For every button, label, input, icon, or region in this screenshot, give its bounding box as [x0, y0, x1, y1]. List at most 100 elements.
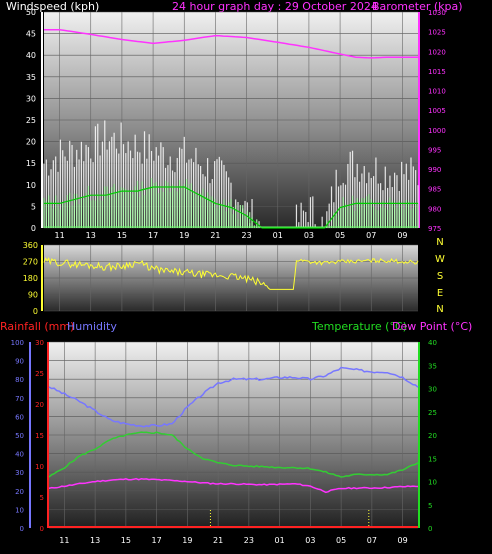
- wind-tick-label: 25: [26, 116, 36, 125]
- baro-tick-label: 975: [428, 225, 441, 233]
- temperature-tick-label: 10: [428, 479, 437, 487]
- temperature-tick-label: 40: [428, 339, 437, 347]
- humidity-tick-label: 50: [15, 432, 24, 440]
- wind-direction-line: [43, 257, 419, 290]
- baro-tick-label: 980: [428, 205, 441, 213]
- baro-tick-label: 1005: [428, 107, 446, 115]
- rainfall-tick-label: 30: [35, 339, 44, 347]
- temp-x-tick-label: 23: [244, 536, 254, 545]
- graph-title: 24 hour graph day : 29 October 2024: [172, 0, 378, 13]
- humidity-tick-label: 100: [11, 339, 24, 347]
- wind-x-tick-label: 19: [179, 231, 189, 240]
- direction-series: [43, 257, 419, 290]
- temp-x-tick-label: 19: [182, 536, 192, 545]
- baro-tick-label: 990: [428, 166, 441, 174]
- barometer-axis-label: Barometer (kpa): [372, 0, 463, 13]
- baro-tick-label: 985: [428, 186, 441, 194]
- wind-x-tick-label: 17: [148, 231, 158, 240]
- temp-x-tick-label: 21: [213, 536, 223, 545]
- wind-x-tick-label: 09: [397, 231, 407, 240]
- wind-tick-label: 40: [26, 51, 36, 60]
- baro-right-ticks: 975 980 985 990 995 1000 1005 1010 1015 1020 1025 1…: [428, 9, 446, 233]
- humidity-tick-label: 0: [20, 525, 24, 533]
- temp-x-tick-label: 17: [152, 536, 162, 545]
- temp-x-tick-label: 15: [121, 536, 131, 545]
- wind-tick-label: 35: [26, 73, 36, 82]
- dewpoint-line: [48, 477, 419, 494]
- temperature-tick-label: 25: [428, 409, 437, 417]
- wind-x-tick-label: 13: [86, 231, 96, 240]
- humidity-ticks: 0 10 20 30 40 50 60 70 80 90 100: [11, 339, 24, 533]
- wind-tick-label: 30: [26, 94, 36, 103]
- temperature-tick-label: 30: [428, 386, 437, 394]
- baro-tick-label: 1030: [428, 9, 446, 17]
- dewpoint-axis-label: Dew Point (°C): [392, 320, 472, 333]
- humidity-tick-label: 40: [15, 451, 24, 459]
- wind-tick-label: 50: [26, 8, 36, 17]
- direction-tick-label: 0: [33, 307, 38, 316]
- direction-tick-label: 360: [23, 241, 38, 250]
- compass-tick-label: W: [435, 254, 445, 265]
- windspeed-axis-label: Windspeed (kph): [6, 0, 99, 13]
- temp-x-tick-label: 11: [59, 536, 69, 545]
- wind-x-tick-label: 03: [304, 231, 314, 240]
- humidity-tick-label: 20: [15, 488, 24, 496]
- compass-tick-label: N: [436, 237, 443, 248]
- baro-tick-label: 1000: [428, 127, 446, 135]
- wind-x-tick-label: 15: [117, 231, 127, 240]
- direction-tick-label: 90: [28, 291, 38, 300]
- avg-wind-line: [44, 186, 418, 229]
- wind-x-tick-label: 21: [210, 231, 220, 240]
- humidity-tick-label: 10: [15, 506, 24, 514]
- temp-x-tick-label: 05: [336, 536, 346, 545]
- wind-tick-label: 10: [26, 181, 36, 190]
- compass-tick-label: S: [437, 271, 443, 282]
- temp-x-tick-label: 01: [275, 536, 285, 545]
- temperature-tick-label: 5: [428, 502, 432, 510]
- temp-grid: [49, 341, 418, 529]
- humidity-line: [48, 366, 419, 428]
- baro-tick-label: 1015: [428, 68, 446, 76]
- wind-x-tick-label: 05: [335, 231, 345, 240]
- wind-x-tick-label: 01: [273, 231, 283, 240]
- temperature-ticks: 0 5 10 15 20 25 30 35 40: [428, 339, 437, 533]
- temp-x-ticks: 11 13 15 17 19 21 23 01 03 05 07 09: [59, 536, 407, 545]
- wind-x-tick-label: 11: [54, 231, 64, 240]
- compass-tick-label: N: [436, 304, 443, 315]
- rainfall-tick-label: 10: [35, 463, 44, 471]
- temperature-axis-label: Temperature (°C): [311, 320, 407, 333]
- wind-tick-label: 45: [26, 30, 36, 39]
- direction-tick-label: 270: [23, 258, 38, 267]
- wind-tick-label: 0: [31, 224, 36, 233]
- rainfall-tick-label: 0: [40, 525, 44, 533]
- temp-x-tick-label: 03: [305, 536, 315, 545]
- temp-series: [48, 366, 419, 528]
- wind-left-ticks: 0 5 10 15 20 25 30 35 40 45 50: [26, 8, 36, 233]
- rainfall-tick-label: 25: [35, 370, 44, 378]
- baro-tick-label: 1020: [428, 48, 446, 56]
- wind-series: [43, 28, 419, 229]
- wind-x-tick-label: 23: [241, 231, 251, 240]
- barometer-line: [44, 28, 418, 59]
- rainfall-tick-label: 15: [35, 432, 44, 440]
- humidity-tick-label: 90: [15, 358, 24, 366]
- humidity-tick-label: 70: [15, 395, 24, 403]
- rainfall-tick-label: 5: [40, 494, 44, 502]
- temperature-tick-label: 0: [428, 525, 432, 533]
- rainfall-ticks: 0 5 10 15 20 25 30: [35, 339, 44, 533]
- direction-tick-label: 180: [23, 274, 38, 283]
- humidity-tick-label: 30: [15, 469, 24, 477]
- wind-grid: [44, 11, 418, 229]
- wind-tick-label: 15: [26, 159, 36, 168]
- direction-grid: [44, 244, 418, 312]
- rainfall-tick-label: 20: [35, 401, 44, 409]
- compass-tick-label: E: [437, 288, 443, 299]
- humidity-tick-label: 80: [15, 376, 24, 384]
- humidity-tick-label: 60: [15, 413, 24, 421]
- rainfall-axis-label: Rainfall (mm): [0, 320, 74, 333]
